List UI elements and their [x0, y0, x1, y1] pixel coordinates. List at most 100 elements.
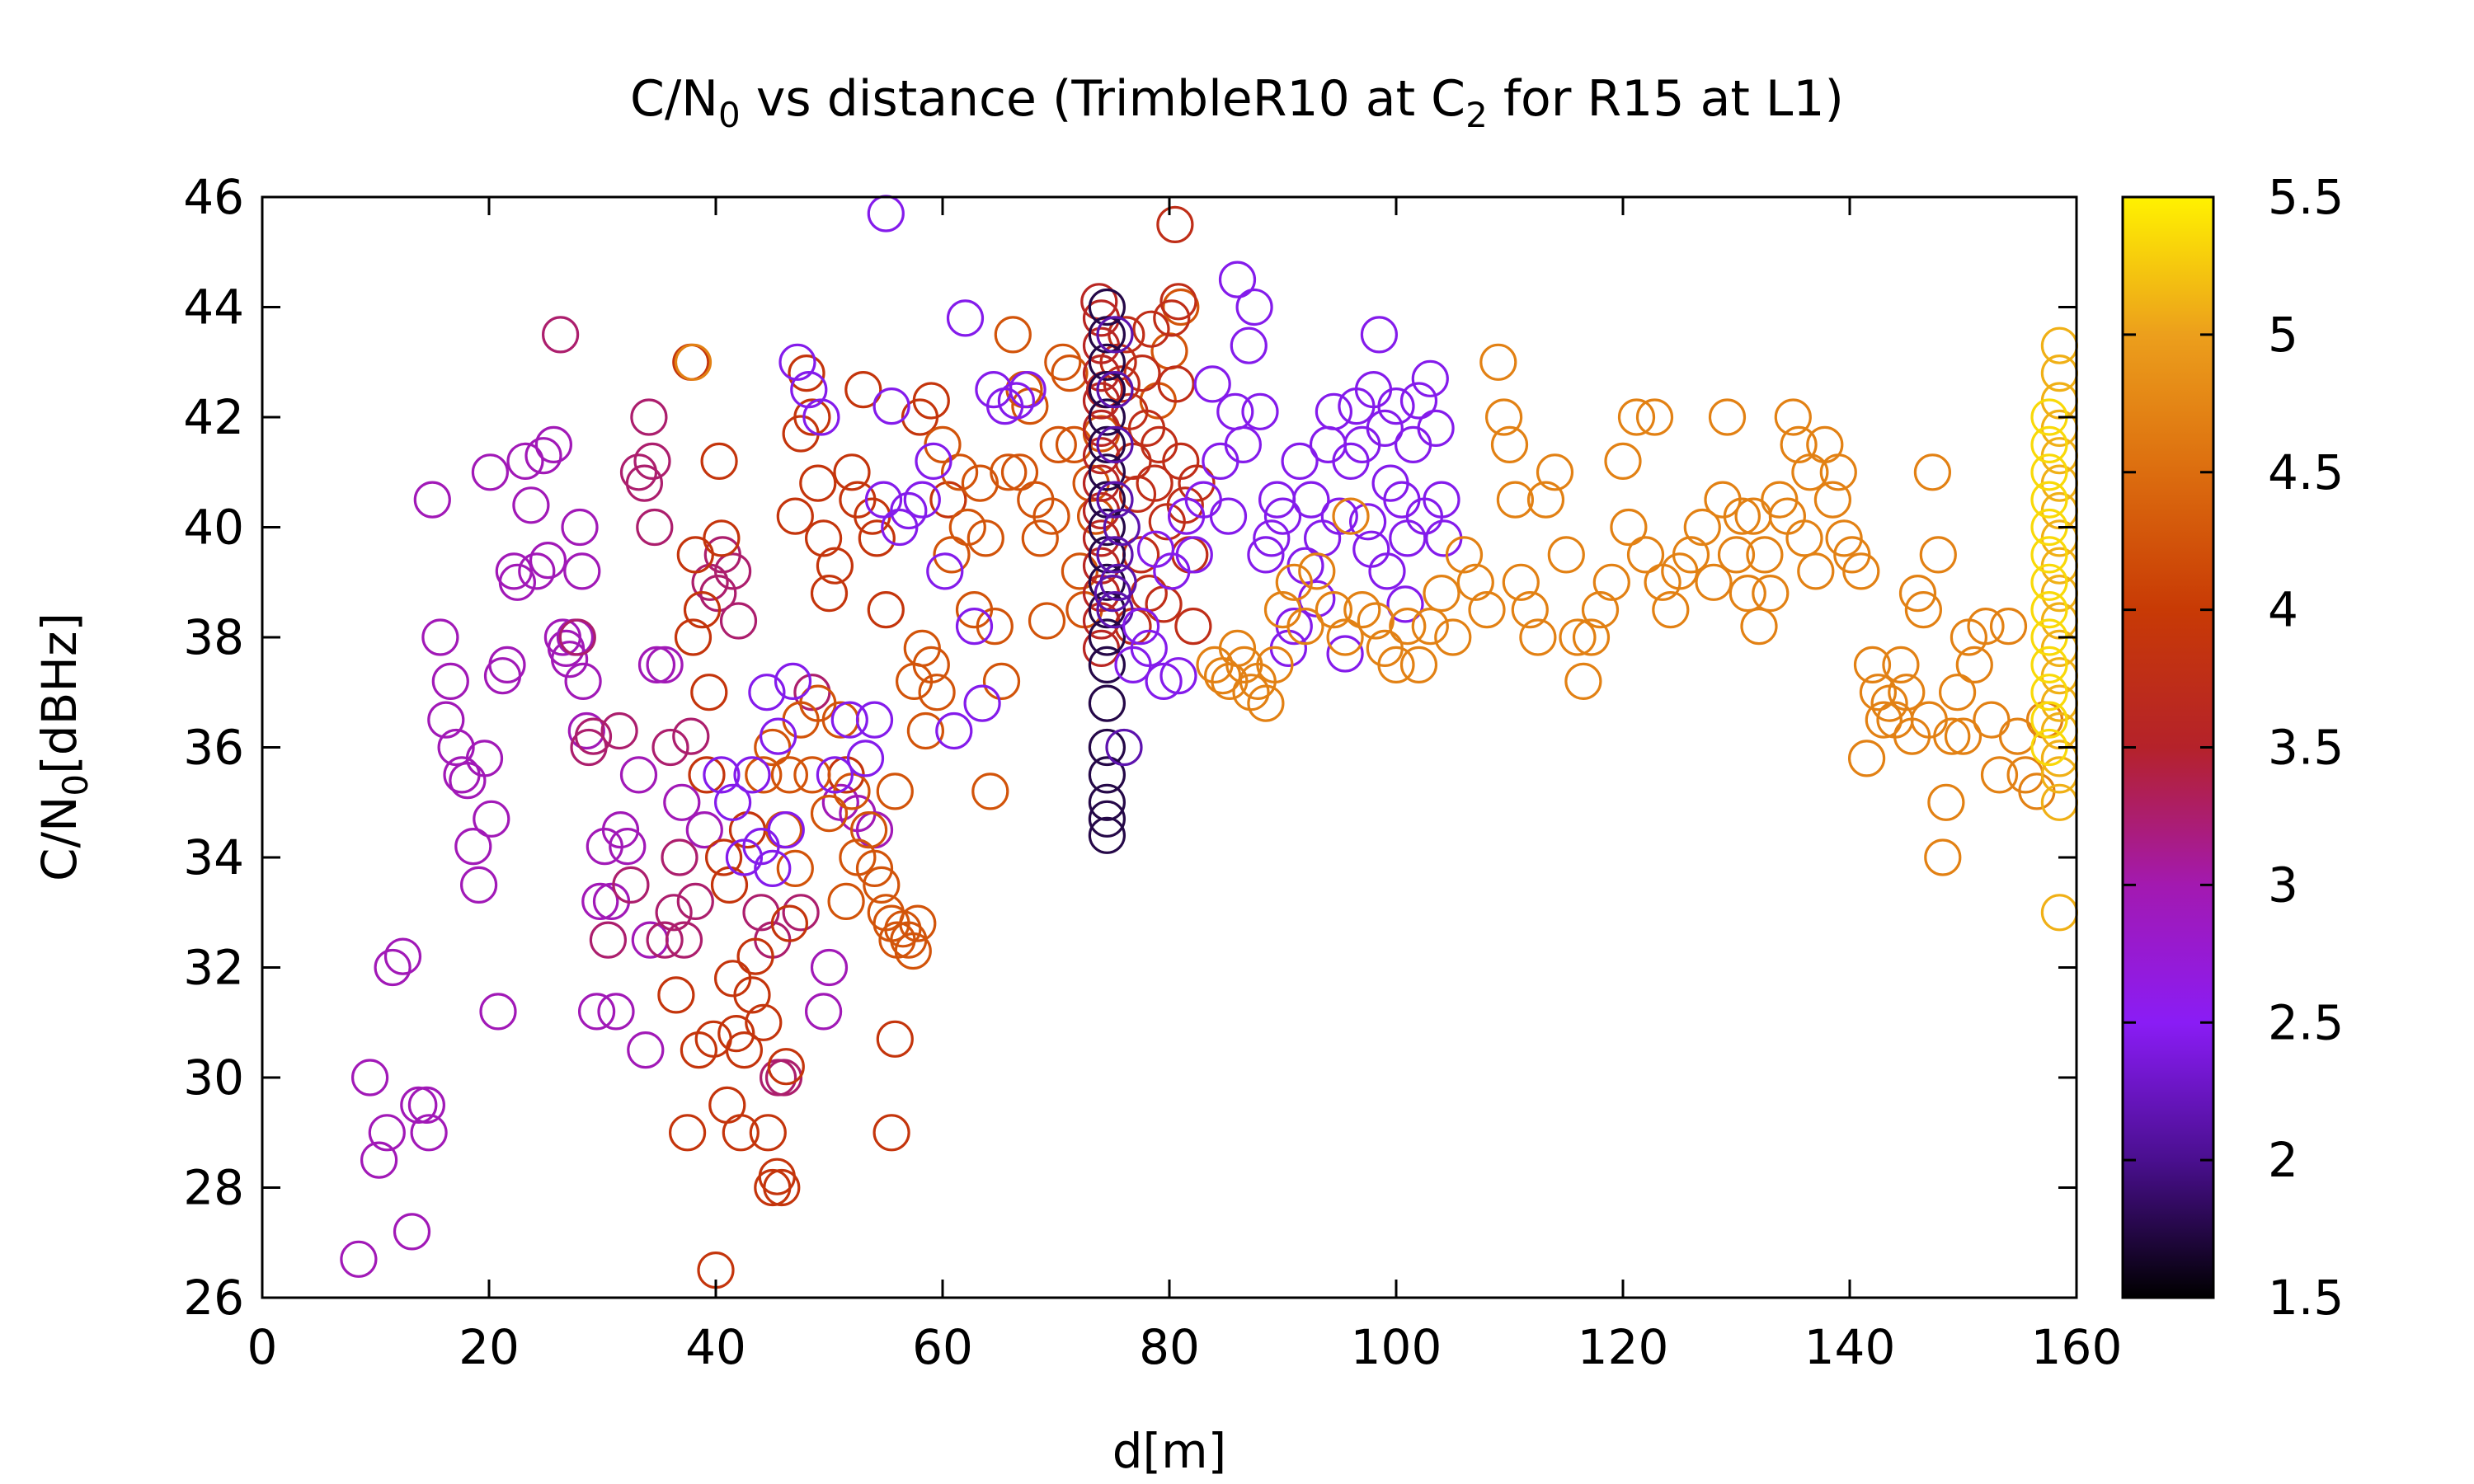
- data-point: [1202, 442, 1239, 481]
- data-point: [674, 618, 713, 656]
- data-point: [1230, 326, 1268, 364]
- data-point: [685, 810, 723, 849]
- data-point: [471, 453, 510, 491]
- data-point: [955, 607, 994, 646]
- data-point: [1417, 409, 1455, 448]
- data-point: [767, 810, 805, 849]
- data-point: [1292, 481, 1330, 519]
- colorbar-tick-label: 2: [2268, 1132, 2298, 1188]
- y-tick-label: 26: [183, 1270, 244, 1326]
- data-point: [776, 849, 814, 888]
- data-point: [704, 838, 743, 876]
- data-point: [1360, 316, 1399, 354]
- data-point: [410, 1114, 448, 1152]
- data-point: [655, 894, 693, 932]
- data-point: [672, 343, 710, 381]
- data-point: [1723, 497, 1761, 535]
- data-point: [661, 838, 698, 876]
- data-point: [990, 453, 1028, 491]
- data-point: [1502, 563, 1540, 601]
- data-point: [1096, 590, 1134, 629]
- data-point: [1094, 574, 1131, 613]
- data-point: [961, 464, 999, 502]
- data-point: [1848, 740, 1886, 777]
- data-point: [1193, 365, 1231, 403]
- data-point: [1423, 481, 1460, 519]
- data-point: [1819, 453, 1857, 491]
- data-point: [802, 398, 840, 436]
- y-axis: 26 28 30 32 34 36 38 40 42 44 46: [183, 169, 2077, 1326]
- data-point: [601, 810, 640, 849]
- data-point: [745, 756, 783, 794]
- data-point: [1752, 574, 1790, 613]
- data-point: [804, 519, 843, 557]
- data-point: [1626, 536, 1665, 574]
- data-point: [733, 976, 771, 1014]
- y-tick-label: 34: [183, 829, 244, 885]
- data-point: [867, 195, 905, 232]
- data-point: [713, 783, 752, 821]
- data-point: [1088, 646, 1126, 684]
- data-point: [816, 547, 854, 585]
- data-point: [713, 552, 752, 590]
- data-point: [872, 387, 910, 425]
- data-point: [700, 442, 738, 481]
- data-point: [759, 717, 797, 755]
- data-point: [855, 701, 894, 739]
- data-point: [906, 711, 945, 750]
- data-point: [637, 646, 676, 684]
- data-point: [770, 756, 809, 794]
- data-point: [488, 646, 526, 684]
- data-point: [1096, 316, 1134, 354]
- data-point: [994, 316, 1032, 354]
- data-point: [1162, 288, 1200, 326]
- data-point: [1581, 590, 1620, 629]
- data-point: [1096, 536, 1134, 574]
- data-point: [736, 937, 774, 975]
- data-point: [413, 481, 451, 519]
- data-point: [1343, 590, 1381, 629]
- data-point: [912, 382, 950, 420]
- data-point: [1813, 481, 1851, 519]
- data-point: [633, 442, 671, 481]
- data-point: [782, 894, 820, 932]
- data-point: [967, 519, 1004, 557]
- data-point: [1088, 816, 1126, 854]
- data-point: [899, 904, 937, 942]
- data-point: [550, 641, 589, 679]
- data-point: [748, 674, 786, 711]
- data-point: [680, 1031, 718, 1069]
- data-point: [2030, 701, 2068, 739]
- data-point: [1157, 365, 1195, 403]
- data-point: [574, 717, 613, 755]
- data-point: [1955, 646, 1993, 684]
- data-point: [1218, 629, 1257, 668]
- data-point: [1088, 618, 1126, 656]
- data-point: [918, 674, 956, 711]
- data-point: [421, 618, 459, 656]
- data-point: [1399, 646, 1438, 684]
- colorbar-ticks: 1.5 2 2.5 3 3.5 4 4.5 5 5.5: [2123, 169, 2344, 1326]
- y-tick-label: 38: [183, 609, 244, 665]
- data-point: [793, 398, 831, 436]
- data-point: [793, 756, 831, 794]
- data-point: [935, 711, 973, 750]
- data-point: [1178, 464, 1216, 502]
- data-point: [872, 1114, 910, 1152]
- data-point: [1919, 536, 1957, 574]
- data-point: [393, 1213, 431, 1251]
- data-point: [1366, 409, 1404, 448]
- data-point: [1683, 508, 1721, 547]
- data-point: [1166, 486, 1204, 524]
- y-tick-label: 32: [183, 940, 244, 996]
- data-point: [1326, 635, 1364, 673]
- data-point: [479, 993, 517, 1031]
- data-point: [703, 519, 741, 557]
- y-tick-label: 42: [183, 389, 244, 445]
- data-point: [733, 756, 771, 794]
- data-point: [1797, 552, 1835, 590]
- data-point: [1423, 574, 1460, 613]
- data-point: [577, 993, 616, 1031]
- data-point: [600, 711, 638, 750]
- data-point: [1882, 646, 1920, 684]
